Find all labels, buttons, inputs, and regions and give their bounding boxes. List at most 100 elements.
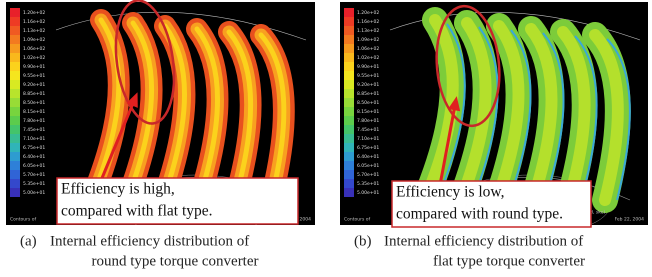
colorbar-swatch xyxy=(344,161,354,170)
colorbar-label: 7.10e+01 xyxy=(357,136,379,142)
colorbar-swatch xyxy=(344,8,354,17)
caption-line: Internal efficiency distribution of xyxy=(384,233,583,249)
panel: 1.20e+02 1.16e+02 1.13e+02 1.09e+02 1.06e+02… xyxy=(340,2,648,269)
colorbar-label: 7.80e+01 xyxy=(23,118,45,124)
colorbar-label: 9.20e+01 xyxy=(23,82,45,88)
footer-left: Contours of xyxy=(344,217,370,223)
colorbar-label: 1.16e+02 xyxy=(357,19,379,25)
colorbar-label: 5.00e+01 xyxy=(23,190,45,196)
colorbar-swatch xyxy=(10,116,20,125)
colorbar-label: 6.05e+01 xyxy=(23,163,45,169)
colorbar-swatch xyxy=(344,71,354,80)
colorbar-label: 7.80e+01 xyxy=(357,118,379,124)
colorbar-label: 1.06e+02 xyxy=(357,46,379,52)
caption-line: flat type torque converter xyxy=(433,253,585,269)
colorbar-label: 6.05e+01 xyxy=(357,163,379,169)
colorbar-label: 1.13e+02 xyxy=(357,28,379,34)
colorbar-swatch xyxy=(344,44,354,53)
colorbar-swatch xyxy=(344,98,354,107)
annotation-text: compared with round type. xyxy=(396,206,563,223)
colorbar-swatch xyxy=(344,179,354,188)
colorbar-swatch xyxy=(10,89,20,98)
colorbar-swatch xyxy=(344,35,354,44)
colorbar-swatch xyxy=(10,35,20,44)
colorbar-swatch xyxy=(344,143,354,152)
colorbar-label: 7.10e+01 xyxy=(23,136,45,142)
colorbar-swatch xyxy=(10,26,20,35)
colorbar-label: 5.35e+01 xyxy=(357,181,379,187)
colorbar-swatch xyxy=(344,89,354,98)
colorbar-swatch xyxy=(344,188,354,197)
colorbar-swatch xyxy=(344,26,354,35)
colorbar-swatch xyxy=(10,143,20,152)
caption-label: (b) xyxy=(354,233,372,249)
caption-line: round type torque converter xyxy=(91,253,258,269)
colorbar-swatch xyxy=(10,8,20,17)
colorbar-label: 9.55e+01 xyxy=(357,73,379,79)
colorbar-label: 1.09e+02 xyxy=(23,37,45,43)
colorbar-label: 9.55e+01 xyxy=(23,73,45,79)
figure: 1.20e+02 1.16e+02 1.13e+02 1.09e+02 1.06e+02… xyxy=(0,0,652,277)
colorbar-label: 8.50e+01 xyxy=(23,100,45,106)
colorbar-label: 5.70e+01 xyxy=(23,172,45,178)
colorbar-swatch xyxy=(344,53,354,62)
colorbar-label: 1.09e+02 xyxy=(357,37,379,43)
colorbar-label: 1.16e+02 xyxy=(23,19,45,25)
panel: 1.20e+02 1.16e+02 1.13e+02 1.09e+02 1.06e+02… xyxy=(6,0,315,269)
colorbar-swatch xyxy=(10,53,20,62)
annotation-text: Efficiency is high, xyxy=(61,181,175,198)
footer-date: Feb 22, 2004 xyxy=(615,217,645,223)
colorbar-swatch xyxy=(344,80,354,89)
colorbar-label: 7.45e+01 xyxy=(23,127,45,133)
colorbar-swatch xyxy=(10,107,20,116)
colorbar-label: 1.13e+02 xyxy=(23,28,45,34)
colorbar-label: 1.20e+02 xyxy=(23,10,45,16)
colorbar-swatch xyxy=(10,161,20,170)
colorbar-swatch xyxy=(344,107,354,116)
colorbar-swatch xyxy=(10,170,20,179)
colorbar-swatch xyxy=(344,134,354,143)
caption-line: Internal efficiency distribution of xyxy=(50,233,249,249)
colorbar-label: 1.02e+02 xyxy=(357,55,379,61)
colorbar-label: 1.02e+02 xyxy=(23,55,45,61)
colorbar-swatch xyxy=(10,152,20,161)
colorbar-swatch xyxy=(344,125,354,134)
colorbar-label: 6.40e+01 xyxy=(357,154,379,160)
caption-label: (a) xyxy=(20,233,37,249)
colorbar-label: 6.75e+01 xyxy=(357,145,379,151)
colorbar-swatch xyxy=(344,17,354,26)
colorbar-swatch xyxy=(10,17,20,26)
colorbar-swatch xyxy=(10,44,20,53)
colorbar-label: 9.90e+01 xyxy=(357,64,379,70)
colorbar-swatch xyxy=(344,62,354,71)
colorbar-label: 6.75e+01 xyxy=(23,145,45,151)
colorbar-swatch xyxy=(10,134,20,143)
colorbar-label: 1.06e+02 xyxy=(23,46,45,52)
colorbar-swatch xyxy=(10,80,20,89)
figure-canvas: 1.20e+02 1.16e+02 1.13e+02 1.09e+02 1.06e+02… xyxy=(0,0,652,277)
colorbar-swatch xyxy=(10,125,20,134)
colorbar-label: 8.85e+01 xyxy=(357,91,379,97)
colorbar-label: 8.85e+01 xyxy=(23,91,45,97)
colorbar-label: 5.35e+01 xyxy=(23,181,45,187)
annotation-text: compared with flat type. xyxy=(61,203,213,220)
colorbar-swatch xyxy=(344,116,354,125)
colorbar-swatch xyxy=(10,98,20,107)
colorbar-label: 6.40e+01 xyxy=(23,154,45,160)
colorbar-label: 8.50e+01 xyxy=(357,100,379,106)
colorbar-swatch xyxy=(10,188,20,197)
colorbar-swatch xyxy=(344,152,354,161)
colorbar-label: 8.15e+01 xyxy=(357,109,379,115)
colorbar-label: 7.45e+01 xyxy=(357,127,379,133)
colorbar-label: 9.20e+01 xyxy=(357,82,379,88)
colorbar-swatch xyxy=(344,170,354,179)
colorbar-swatch xyxy=(10,179,20,188)
footer-left: Contours of xyxy=(10,217,36,223)
colorbar-label: 1.20e+02 xyxy=(357,10,379,16)
colorbar-label: 5.00e+01 xyxy=(357,190,379,196)
annotation-text: Efficiency is low, xyxy=(396,184,504,201)
colorbar-label: 9.90e+01 xyxy=(23,64,45,70)
colorbar-label: 8.15e+01 xyxy=(23,109,45,115)
colorbar-swatch xyxy=(10,62,20,71)
colorbar-label: 5.70e+01 xyxy=(357,172,379,178)
